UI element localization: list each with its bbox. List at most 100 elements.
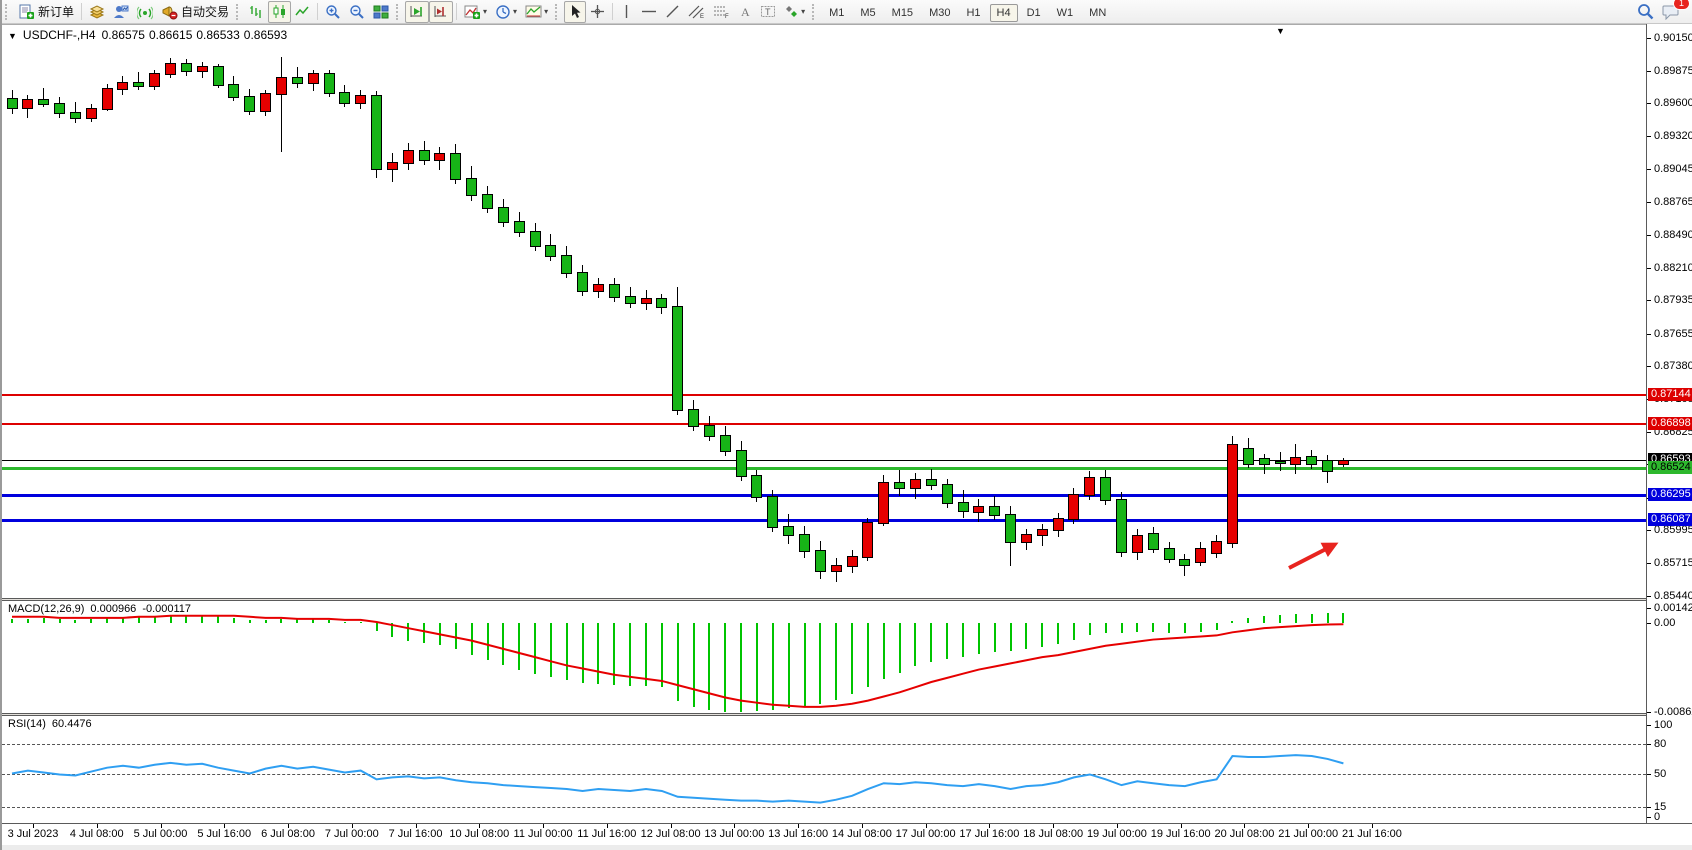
candlestick-chart-button[interactable] [268,0,292,23]
time-tick-label: 11 Jul 00:00 [513,828,573,840]
candle [1290,457,1302,466]
timeframe-H4[interactable]: H4 [989,3,1018,22]
macd-histogram-bar [581,623,584,684]
horizontal-line-object[interactable] [2,467,1646,471]
chart-shift-button[interactable] [429,0,454,23]
panel-splitter[interactable] [2,713,1692,716]
bar-chart-button[interactable] [245,1,268,23]
trend-arrow-annotation[interactable] [2,25,1646,599]
macd-histogram-bar [898,623,901,673]
templates-button[interactable]: ▾ [521,1,552,23]
chat-button[interactable]: 1 [1658,0,1690,23]
macd-histogram-bar [771,623,774,710]
text-label-tool-button[interactable]: T [756,1,780,23]
cursor-tool-button[interactable] [564,0,587,23]
trendline-tool-button[interactable] [661,1,684,23]
macd-histogram-bar [1310,613,1313,623]
timeframe-M5[interactable]: M5 [860,6,876,19]
macd-indicator-panel[interactable]: MACD(12,26,9) 0.000966 -0.000117 [2,601,1646,713]
community-button[interactable] [109,1,133,23]
macd-histogram-bar [977,623,980,655]
timeframe-W1[interactable]: W1 [1056,6,1074,19]
rsi-tick-mark [1647,725,1651,726]
rsi-indicator-panel[interactable]: RSI(14) 60.4476 [2,716,1646,823]
time-tick-label: 19 Jul 00:00 [1086,828,1147,840]
bar-chart-icon [250,6,261,18]
templates-caret-icon: ▾ [544,7,549,16]
zoom-out-button[interactable] [345,1,369,23]
chart-shift-marker[interactable]: ▼ [1276,26,1285,36]
macd-histogram-bar [660,623,663,688]
toolbar-grip[interactable] [812,3,818,20]
price-chart-panel[interactable]: ▼ USDCHF-,H4 0.86575 0.86615 0.86533 0.86593 … [2,24,1646,599]
macd-histogram-bar [692,623,695,707]
toolbar-grip[interactable] [555,3,561,20]
new-order-button[interactable]: 新订单 [14,1,78,23]
time-tick-mark [670,824,672,828]
candle [22,99,34,109]
auto-scroll-button[interactable] [405,0,430,23]
autotrading-button[interactable]: 自动交易 [157,1,233,23]
macd-histogram-bar [121,616,124,623]
horizontal-line-tool-button[interactable] [637,1,661,23]
candle [497,207,509,224]
price-tick-mark [1647,234,1651,236]
svg-text:A: A [741,5,750,19]
macd-histogram-bar [1057,623,1060,644]
candle [957,502,969,513]
horizontal-line-object[interactable] [2,518,1646,522]
periods-button[interactable]: ▾ [491,1,521,23]
horizontal-line-object[interactable] [2,423,1646,426]
time-tick-mark [160,824,162,828]
timeframe-H1[interactable]: H1 [966,6,981,19]
tile-windows-button[interactable] [369,1,393,23]
toolbar-grip[interactable] [236,3,242,20]
candle [101,87,113,110]
panel-splitter[interactable] [2,598,1692,601]
candle-wick [280,56,282,152]
line-chart-button[interactable] [291,1,314,23]
timeframe-M1[interactable]: M1 [829,6,845,19]
candle [688,408,700,428]
search-button[interactable] [1633,1,1658,23]
macd-name-label: MACD(12,26,9) [8,603,85,615]
candle [719,434,731,453]
zoom-in-button[interactable] [321,1,345,23]
timeframe-M15[interactable]: M15 [891,6,914,19]
toolbar-grip[interactable] [396,3,402,20]
price-tick-label: 0.89875 [1654,64,1692,77]
candle [624,296,636,304]
vertical-line-tool-button[interactable] [616,1,637,23]
time-scale[interactable]: 3 Jul 2023 4 Jul 08:00 5 Jul 00:00 5 Jul 16… [2,823,1692,845]
arrows-caret-icon: ▾ [801,7,806,16]
fibonacci-tool-button[interactable]: F [709,1,734,23]
time-tick-label: 17 Jul 16:00 [959,828,1020,840]
price-scale[interactable]: 0.90150 0.89875 0.89600 0.89320 0.89045 0.887… [1646,24,1692,823]
time-tick-mark [288,824,290,828]
indicators-button[interactable]: ▾ [460,1,491,23]
horizontal-line-object[interactable] [2,494,1646,498]
timeframe-D1[interactable]: D1 [1026,6,1041,19]
time-tick-label: 11 Jul 16:00 [577,828,637,840]
equidistant-channel-tool-button[interactable]: E [684,1,709,23]
symbol-dropdown-icon[interactable]: ▼ [8,31,17,41]
text-tool-button[interactable]: A [734,1,756,23]
price-tick-label: 0.89045 [1654,162,1692,175]
time-tick-mark [1371,824,1373,828]
time-tick-label: 21 Jul 00:00 [1278,828,1339,840]
timeframe-M30[interactable]: M30 [929,6,951,19]
toolbar-grip[interactable] [5,3,11,20]
crosshair-tool-button[interactable] [586,1,609,23]
signals-button[interactable] [133,1,157,23]
horizontal-line-object[interactable] [2,394,1646,397]
rsi-tick-mark [1647,773,1651,775]
profiles-button[interactable] [85,1,109,23]
templates-icon [525,5,542,18]
horizontal-line-icon [642,10,657,13]
arrows-tool-button[interactable]: ▾ [780,1,809,23]
candle [355,94,367,104]
timeframe-MN[interactable]: MN [1089,6,1107,19]
autotrading-icon [162,5,178,19]
candle [1306,456,1318,466]
candle [275,76,287,96]
